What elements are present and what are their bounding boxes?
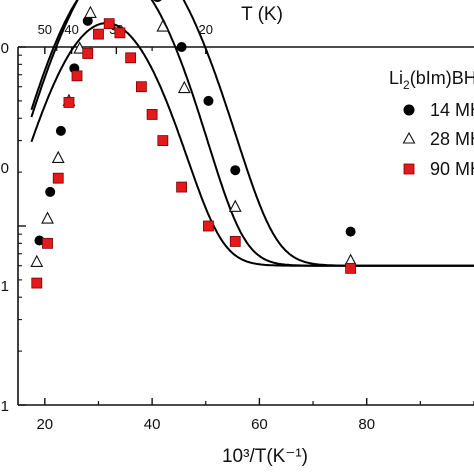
top-tick-label: 20	[199, 22, 213, 37]
legend-marker-14mhz	[403, 104, 415, 116]
data-point-14mhz	[34, 235, 45, 246]
legend-marker-28mhz	[402, 131, 416, 144]
data-point-90mhz	[31, 277, 43, 289]
data-point-14mhz	[345, 226, 356, 237]
fit-curve	[30, 22, 474, 267]
data-points	[30, 0, 358, 289]
data-point-28mhz	[30, 254, 44, 267]
data-point-90mhz	[125, 52, 137, 64]
legend-title: Li2(bIm)BH₄	[389, 68, 474, 92]
legend-label-14mhz: 14 MHz	[430, 100, 474, 120]
x-tick-label: 40	[144, 416, 161, 433]
data-point-90mhz	[42, 237, 53, 249]
data-point-90mhz	[93, 28, 104, 40]
fit-curve	[30, 0, 474, 267]
data-point-14mhz	[55, 125, 66, 136]
fit-curve	[30, 0, 474, 267]
legend: Li2(bIm)BH₄ 14 MHz 28 MHz 90 MHz	[389, 68, 474, 179]
x-axis-ticks: 20 40 60 80	[36, 398, 474, 433]
data-point-14mhz	[153, 0, 162, 3]
data-point-90mhz	[114, 27, 126, 39]
x-tick-label: 80	[358, 416, 375, 433]
data-point-90mhz	[135, 81, 147, 93]
top-tick-label: 50	[38, 22, 52, 37]
legend-label-28mhz: 28 MHz	[430, 129, 474, 149]
data-point-28mhz	[156, 19, 170, 32]
data-point-14mhz	[82, 15, 93, 26]
data-point-90mhz	[146, 109, 158, 120]
y-tick-label: 10	[0, 160, 9, 177]
y-tick-label: 1	[1, 278, 9, 295]
data-point-90mhz	[345, 262, 357, 274]
data-point-14mhz	[176, 42, 187, 52]
data-point-90mhz	[52, 172, 64, 184]
y-axis-ticks: 10 10 1 1	[0, 40, 26, 415]
data-point-14mhz	[203, 95, 214, 106]
legend-title-subscript: 2	[403, 78, 410, 92]
x-tick-label: 60	[251, 416, 268, 433]
y-tick-label: 1	[1, 398, 9, 415]
data-point-90mhz	[203, 220, 214, 232]
data-point-90mhz	[103, 18, 115, 30]
data-point-14mhz	[45, 186, 56, 197]
data-point-90mhz	[71, 70, 83, 82]
data-point-28mhz	[84, 5, 97, 18]
fit-curves	[30, 0, 474, 267]
data-point-90mhz	[63, 97, 75, 108]
x-tick-label: 20	[36, 416, 53, 433]
data-point-90mhz	[229, 236, 241, 247]
top-axis-title: T (K)	[241, 4, 283, 25]
legend-marker-90mhz	[403, 163, 415, 175]
data-point-28mhz	[228, 199, 242, 212]
legend-label-90mhz: 90 MHz	[430, 159, 474, 179]
x-axis-title: 10³/T(K⁻¹)	[222, 446, 308, 467]
data-point-14mhz	[230, 165, 241, 176]
y-tick-label: 10	[0, 40, 9, 57]
legend-title-part-1: Li	[389, 68, 403, 88]
data-point-90mhz	[176, 181, 188, 193]
data-point-90mhz	[157, 135, 169, 146]
top-tick-label: 40	[64, 22, 78, 37]
data-point-90mhz	[82, 48, 94, 59]
data-point-28mhz	[177, 80, 191, 94]
data-point-28mhz	[41, 211, 54, 224]
data-point-28mhz	[51, 150, 65, 163]
legend-title-part-2: (bIm)BH₄	[410, 68, 474, 88]
plot-frame	[17, 46, 474, 406]
